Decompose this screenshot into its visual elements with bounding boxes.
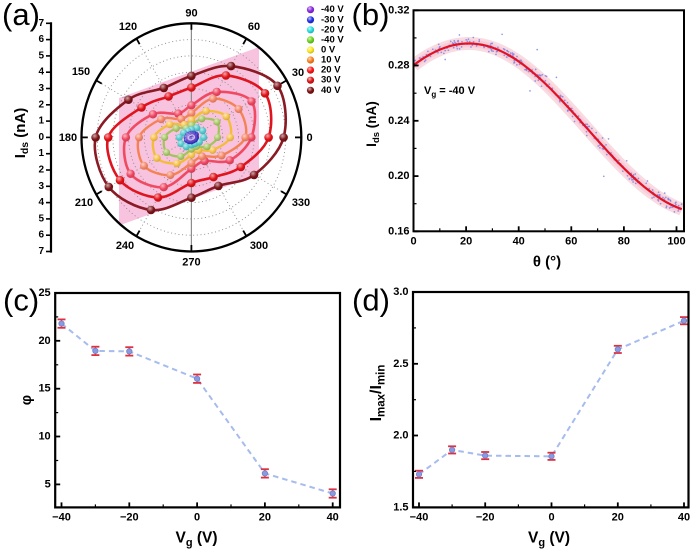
- svg-text:0.24: 0.24: [388, 115, 410, 127]
- svg-text:7: 7: [38, 246, 44, 257]
- svg-text:−40: −40: [52, 511, 71, 523]
- svg-text:20: 20: [460, 236, 472, 248]
- svg-text:40: 40: [327, 511, 339, 523]
- svg-text:2: 2: [38, 99, 44, 110]
- svg-text:30: 30: [292, 67, 304, 79]
- svg-text:1.5: 1.5: [393, 501, 408, 513]
- svg-text:90: 90: [185, 8, 197, 20]
- svg-text:2: 2: [38, 165, 44, 176]
- svg-text:θ (°): θ (°): [533, 253, 561, 270]
- svg-text:20 V: 20 V: [321, 65, 341, 76]
- svg-text:Imax/Imin: Imax/Imin: [368, 365, 388, 422]
- svg-text:7: 7: [38, 18, 44, 29]
- svg-text:210: 210: [75, 197, 93, 209]
- svg-text:Vg = -40 V: Vg = -40 V: [424, 85, 476, 99]
- svg-text:4: 4: [38, 67, 44, 78]
- svg-text:(d): (d): [352, 282, 390, 317]
- svg-text:φ: φ: [19, 395, 35, 405]
- svg-text:-40 V: -40 V: [321, 34, 344, 45]
- svg-text:100: 100: [667, 236, 685, 248]
- svg-text:180: 180: [59, 132, 77, 144]
- svg-text:0.16: 0.16: [388, 225, 409, 237]
- svg-text:0.28: 0.28: [388, 60, 409, 72]
- svg-text:Ids (nA): Ids (nA): [364, 101, 382, 147]
- svg-text:1: 1: [38, 116, 44, 127]
- svg-text:0 V: 0 V: [321, 45, 336, 56]
- svg-text:270: 270: [182, 257, 200, 269]
- svg-text:-40 V: -40 V: [321, 4, 344, 15]
- svg-text:20: 20: [612, 511, 624, 523]
- svg-text:Ids (nA): Ids (nA): [12, 108, 31, 159]
- svg-text:Vg (V): Vg (V): [528, 529, 570, 549]
- svg-text:3: 3: [38, 83, 44, 94]
- svg-text:-20 V: -20 V: [321, 24, 344, 35]
- svg-text:(c): (c): [3, 282, 39, 317]
- svg-text:240: 240: [116, 240, 134, 252]
- svg-text:0.32: 0.32: [388, 4, 409, 16]
- svg-text:150: 150: [72, 66, 90, 78]
- svg-text:40: 40: [513, 236, 525, 248]
- svg-text:2.0: 2.0: [393, 430, 408, 442]
- svg-text:2.5: 2.5: [393, 358, 408, 370]
- svg-text:25: 25: [38, 287, 50, 299]
- svg-text:120: 120: [119, 21, 137, 33]
- svg-text:0: 0: [410, 236, 416, 248]
- svg-text:5: 5: [38, 213, 44, 224]
- svg-text:(b): (b): [352, 0, 390, 32]
- svg-text:30 V: 30 V: [321, 75, 341, 86]
- svg-text:−40: −40: [410, 511, 429, 523]
- svg-text:0.20: 0.20: [388, 170, 409, 182]
- svg-text:300: 300: [250, 240, 268, 252]
- svg-text:−20: −20: [476, 511, 495, 523]
- svg-text:5: 5: [45, 478, 51, 490]
- svg-text:−20: −20: [120, 511, 139, 523]
- svg-text:330: 330: [292, 197, 310, 209]
- svg-text:3: 3: [38, 181, 44, 192]
- svg-text:6: 6: [38, 34, 44, 45]
- svg-text:20: 20: [259, 511, 271, 523]
- svg-text:40 V: 40 V: [321, 85, 341, 96]
- svg-text:0: 0: [548, 511, 554, 523]
- svg-text:40: 40: [678, 511, 690, 523]
- svg-text:(a): (a): [2, 0, 40, 32]
- svg-text:-30 V: -30 V: [321, 14, 344, 25]
- svg-text:0: 0: [38, 132, 44, 143]
- svg-text:0: 0: [194, 511, 200, 523]
- svg-text:0: 0: [306, 132, 312, 144]
- svg-text:80: 80: [618, 236, 630, 248]
- svg-text:6: 6: [38, 230, 44, 241]
- svg-text:20: 20: [38, 335, 50, 347]
- svg-text:10: 10: [38, 431, 50, 443]
- svg-text:60: 60: [248, 21, 260, 33]
- svg-text:3.0: 3.0: [393, 286, 408, 298]
- svg-text:10 V: 10 V: [321, 55, 341, 66]
- svg-text:15: 15: [38, 383, 50, 395]
- svg-text:5: 5: [38, 50, 44, 61]
- svg-text:4: 4: [38, 197, 44, 208]
- svg-text:60: 60: [565, 236, 577, 248]
- svg-text:1: 1: [38, 148, 44, 159]
- svg-text:Vg (V): Vg (V): [175, 529, 217, 549]
